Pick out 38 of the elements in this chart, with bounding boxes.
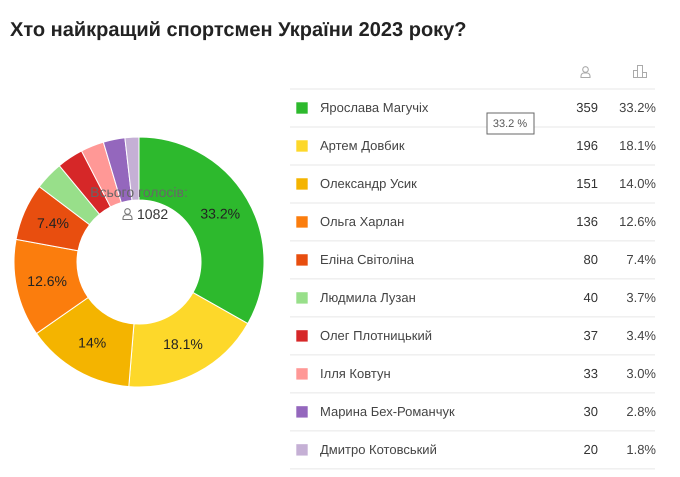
data-label: 18.1% xyxy=(163,336,203,352)
legend-label: Ольга Харлан xyxy=(320,214,404,229)
text: 7.4% xyxy=(626,252,656,267)
legend-label: Олег Плотницький xyxy=(320,328,432,343)
text: 151 xyxy=(576,176,598,191)
text: 3.0% xyxy=(626,366,656,381)
legend-label: Марина Бех-Романчук xyxy=(320,404,455,419)
text: 1082 xyxy=(137,206,168,222)
legend-label: Ілля Ковтун xyxy=(320,366,391,381)
data-label: 33.2% xyxy=(200,206,240,222)
chart-title: Хто найкращий спортсмен України 2023 року? xyxy=(10,19,467,41)
data-label: 12.6% xyxy=(27,272,67,289)
text: 18.1% xyxy=(619,138,656,153)
text: 359 xyxy=(576,100,598,115)
legend-label: Дмитро Котовський xyxy=(320,442,437,457)
text: 196 xyxy=(576,138,598,153)
text: 12.6% xyxy=(619,214,656,229)
data-label: 7.4% xyxy=(37,215,69,232)
text: 33.2% xyxy=(619,100,656,115)
text: 33 xyxy=(584,366,598,381)
text: 37 xyxy=(584,328,598,343)
legend-label: Еліна Світоліна xyxy=(320,252,415,267)
legend-label: Людмила Лузан xyxy=(320,290,416,305)
text: 14.0% xyxy=(619,176,656,191)
text: 80 xyxy=(584,252,598,267)
legend-label: Артем Довбик xyxy=(320,138,405,153)
legend-label: Олександр Усик xyxy=(320,176,418,191)
text: 20 xyxy=(584,442,598,457)
text: 1.8% xyxy=(626,442,656,457)
legend-label: Ярослава Магучіх xyxy=(320,100,429,115)
text: 3.7% xyxy=(626,290,656,305)
data-label: 14% xyxy=(78,334,106,351)
text: 30 xyxy=(584,404,598,419)
text: 136 xyxy=(576,214,598,229)
text: 40 xyxy=(584,290,598,305)
text: 33.2 % xyxy=(492,118,528,130)
text: 2.8% xyxy=(626,404,656,419)
text: 3.4% xyxy=(626,328,656,343)
